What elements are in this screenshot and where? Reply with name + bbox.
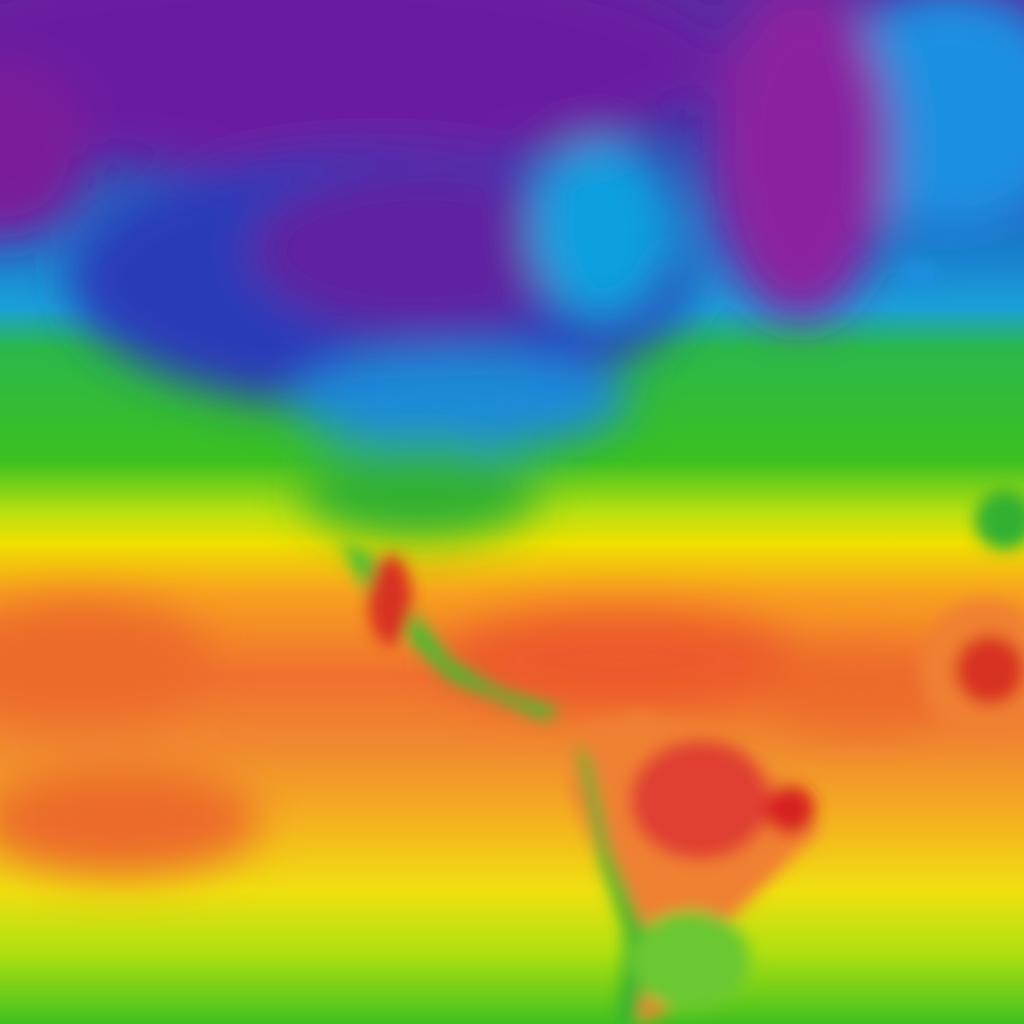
- caribbean-warm: [440, 610, 800, 710]
- pacific-warm: [0, 600, 210, 720]
- iberia: [975, 490, 1024, 550]
- atlantic-warm: [760, 650, 960, 730]
- siberia-cold: [0, 60, 90, 240]
- arctic-cold: [0, 0, 720, 170]
- mexico-hot: [368, 555, 412, 645]
- us-south: [300, 440, 540, 540]
- us-north: [290, 350, 630, 450]
- regions: [0, 0, 1024, 875]
- hudson-bay: [530, 140, 670, 320]
- sahara-hot: [955, 635, 1024, 705]
- patagonia: [630, 910, 750, 1010]
- landmasses: [340, 263, 1024, 1024]
- andes: [575, 740, 645, 1024]
- amazon-hot: [630, 740, 770, 860]
- pacific-warm: [0, 765, 260, 875]
- iceland: [902, 263, 938, 287]
- greenland: [710, 0, 890, 320]
- brazil-hot: [765, 785, 815, 835]
- canada-core: [250, 170, 590, 330]
